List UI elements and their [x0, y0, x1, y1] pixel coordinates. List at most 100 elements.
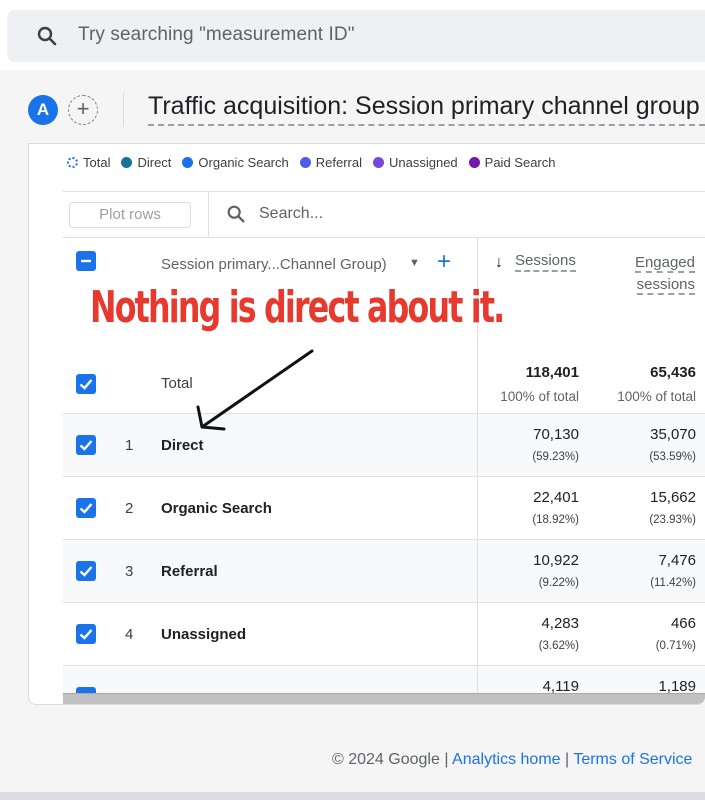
legend-swatch-total [67, 156, 78, 168]
legend-item-organic-search[interactable]: Organic Search [182, 154, 289, 170]
column-divider [477, 414, 478, 477]
bottom-strip [0, 792, 705, 800]
chevron-down-icon[interactable]: ▼ [409, 257, 420, 269]
legend-item-paid-search[interactable]: Paid Search [468, 154, 556, 170]
table-search-input[interactable]: Search... [259, 205, 324, 222]
total-engaged-value: 65,436 [650, 364, 696, 381]
engaged-sessions-column-header[interactable]: Engaged sessions [623, 252, 695, 296]
plot-rows-button[interactable]: Plot rows [69, 202, 191, 228]
legend-label: Referral [315, 154, 362, 170]
dimension-column-header[interactable]: Session primary...Channel Group) [161, 256, 387, 273]
row-rank: 3 [125, 563, 134, 580]
total-engaged-share: 100% of total [617, 389, 696, 404]
row-channel-label[interactable]: Unassigned [161, 626, 247, 643]
legend-label: Direct [137, 154, 172, 170]
legend-item-referral[interactable]: Referral [299, 154, 362, 170]
analytics-home-link[interactable]: Analytics home [452, 751, 561, 768]
top-bar: Try searching "measurement ID" [0, 0, 705, 70]
header-divider [123, 93, 124, 127]
row-sessions-pct: (59.23%) [532, 451, 579, 463]
row-rank: 2 [125, 500, 134, 517]
table-row[interactable]: 4 Unassigned 4,283 (3.62%) 466 (0.71%) [63, 602, 705, 666]
row-engaged-pct: (23.93%) [649, 514, 696, 526]
global-search-box[interactable]: Try searching "measurement ID" [7, 10, 705, 62]
row-engaged-value: 7,476 [658, 552, 696, 569]
row-engaged-value: 35,070 [650, 426, 696, 443]
add-dimension-button[interactable]: + [437, 248, 452, 275]
table-row[interactable]: 2 Organic Search 22,401 (18.92%) 15,662 … [63, 476, 705, 540]
row-sessions-pct: (18.92%) [532, 514, 579, 526]
table-row[interactable]: 4,119 1,189 [63, 665, 705, 693]
row-checkbox[interactable] [76, 435, 96, 455]
total-row-checkbox[interactable] [76, 374, 96, 394]
annotation-text: Nothing is direct about it. [90, 282, 505, 333]
row-sessions-value: 70,130 [533, 426, 579, 443]
legend-label: Organic Search [198, 154, 289, 170]
comparison-avatar[interactable]: A [28, 95, 58, 125]
legend-label: Unassigned [389, 154, 458, 170]
legend-swatch-unassigned [373, 156, 384, 168]
column-divider [477, 477, 478, 540]
row-engaged-pct: (0.71%) [655, 640, 696, 652]
row-checkbox[interactable] [76, 498, 96, 518]
annotation-arrow-icon [196, 349, 314, 431]
legend-swatch-paid-search [468, 156, 480, 168]
table-row[interactable]: 1 Direct 70,130 (59.23%) 35,070 (53.59%) [63, 413, 705, 477]
minus-icon [81, 259, 91, 263]
row-engaged-pct: (11.42%) [650, 577, 696, 589]
checkmark-icon [79, 440, 93, 451]
global-search-placeholder[interactable]: Try searching "measurement ID" [78, 24, 355, 45]
engaged-sessions-header-line1: Engaged [634, 254, 695, 273]
copyright-text: © 2024 Google [332, 751, 440, 768]
footer-separator: | [444, 751, 449, 768]
row-channel-label[interactable]: Organic Search [161, 500, 272, 517]
row-sessions-pct: (3.62%) [538, 640, 579, 652]
add-comparison-button[interactable]: + [68, 95, 98, 125]
search-icon [37, 26, 57, 46]
column-divider [477, 603, 478, 666]
legend-item-unassigned[interactable]: Unassigned [373, 155, 458, 170]
table-row[interactable]: 3 Referral 10,922 (9.22%) 7,476 (11.42%) [63, 539, 705, 603]
checkmark-icon [79, 503, 93, 514]
legend-swatch-referral [299, 156, 311, 168]
legend-swatch-direct [121, 156, 133, 168]
row-sessions-value: 22,401 [533, 489, 579, 506]
checkmark-icon [79, 566, 93, 577]
report-table-card: Total Direct Organic Search Referral Una… [28, 143, 705, 705]
page-title[interactable]: Traffic acquisition: Session primary cha… [148, 92, 705, 126]
row-sessions-value: 4,119 [542, 678, 579, 693]
total-sessions-share: 100% of total [500, 389, 579, 404]
sessions-column-header[interactable]: Sessions [515, 252, 576, 272]
row-rank: 1 [125, 437, 134, 454]
report-header [0, 70, 705, 144]
legend-item-direct[interactable]: Direct [121, 155, 171, 170]
row-checkbox[interactable] [76, 624, 96, 644]
search-icon [227, 205, 245, 223]
table-toolbar: Plot rows Search... [63, 191, 705, 238]
row-engaged-value: 466 [670, 615, 696, 632]
row-sessions-pct: (9.22%) [538, 577, 579, 589]
legend-label: Paid Search [484, 154, 556, 170]
row-engaged-value: 15,662 [650, 489, 696, 506]
engaged-sessions-header-line2: sessions [636, 276, 695, 295]
row-checkbox[interactable] [76, 561, 96, 581]
row-channel-label[interactable]: Referral [161, 563, 218, 580]
column-divider [477, 540, 478, 603]
legend-item-total[interactable]: Total [67, 155, 110, 170]
row-sessions-value: 4,283 [541, 615, 579, 632]
chart-legend: Total Direct Organic Search Referral Una… [67, 152, 566, 172]
footer-separator: | [565, 751, 570, 768]
checkmark-icon [79, 379, 93, 390]
row-engaged-value: 1,189 [658, 678, 696, 693]
terms-of-service-link[interactable]: Terms of Service [573, 751, 693, 768]
select-all-checkbox[interactable] [76, 251, 96, 271]
horizontal-scrollbar[interactable] [63, 693, 705, 704]
toolbar-divider [208, 192, 209, 238]
legend-label: Total [83, 154, 111, 170]
column-divider [477, 666, 478, 693]
sort-descending-icon[interactable]: ↓ [495, 254, 503, 271]
row-channel-label[interactable]: Direct [161, 437, 204, 454]
row-engaged-pct: (53.59%) [649, 451, 696, 463]
page-footer: © 2024 Google | Analytics home | Terms o… [332, 751, 692, 769]
row-checkbox[interactable] [76, 687, 96, 693]
